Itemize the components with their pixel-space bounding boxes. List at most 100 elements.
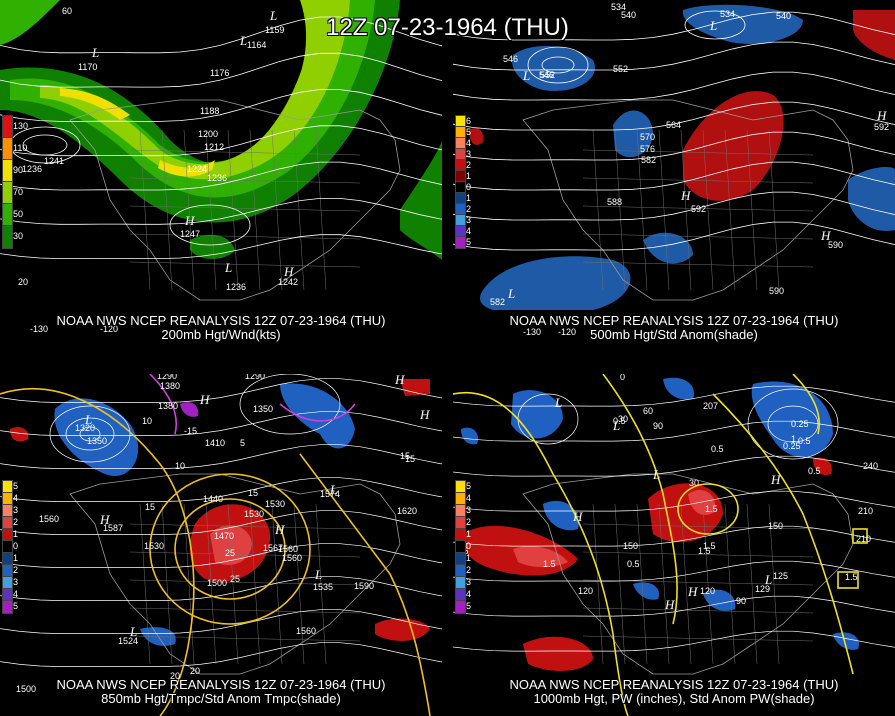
contour-label: 592 <box>691 204 706 214</box>
continent-outline <box>522 473 854 675</box>
height-contour <box>453 101 895 131</box>
lon-label: 60 <box>62 6 72 16</box>
pressure-center-L: L <box>522 68 530 83</box>
temp-label: 15 <box>145 502 155 512</box>
legend-label: 3 <box>13 505 19 515</box>
pw-label: 0.5 <box>627 559 640 569</box>
height-contour <box>0 576 442 601</box>
legend-label: 2 <box>466 517 472 527</box>
contour-label: 1236 <box>226 282 246 292</box>
height-contour <box>0 642 442 667</box>
contour-label: 129 <box>755 584 770 594</box>
caption-product: 200mb Hgt/Wnd(kts) <box>161 327 281 342</box>
wind-shade <box>0 0 60 45</box>
border-line <box>592 129 604 291</box>
contour-label: 1242 <box>278 277 298 287</box>
low-contour <box>239 374 341 435</box>
legend-label: 3 <box>466 505 472 515</box>
pressure-center-L: L <box>329 482 337 497</box>
contour-label: 1500 <box>16 684 36 694</box>
height-contour <box>453 630 895 652</box>
height-contour <box>0 52 442 88</box>
wind-shade <box>60 88 130 120</box>
legend-label: 0 <box>466 541 472 551</box>
temp-label: 15 <box>400 451 410 461</box>
border-line <box>582 551 814 558</box>
negative-anomaly <box>833 632 859 650</box>
legend-label: 2 <box>466 203 472 214</box>
border-line <box>746 129 758 291</box>
contour-label: 207 <box>703 401 718 411</box>
border-line <box>724 503 736 665</box>
contour-label: 150 <box>768 521 783 531</box>
height-contour <box>453 191 895 221</box>
contour-label: 1236 <box>22 164 42 174</box>
negative-anomaly <box>180 402 199 417</box>
contour-label: 1587 <box>103 523 123 533</box>
border-line <box>582 233 814 240</box>
legend-label: 6 <box>466 115 472 126</box>
legend-swatch <box>455 236 466 249</box>
contour-label: 1410 <box>205 438 225 448</box>
legend-label: 4 <box>466 589 472 599</box>
panel-200mb-height-wind: 1170 1176 1188 1200 1212 1224 1236 1236 1241 1247… <box>0 0 442 346</box>
contour-label: 1524 <box>118 636 138 646</box>
legend-label: 2 <box>13 517 19 527</box>
legend-swatch <box>2 181 13 205</box>
state-borders <box>129 129 361 291</box>
temp-label: 20 <box>170 671 180 681</box>
caption-product: 500mb Hgt/Std Anom(shade) <box>590 327 758 342</box>
pressure-center-H: H <box>283 264 294 279</box>
height-contour <box>453 41 895 71</box>
contour-label: 570 <box>640 132 655 142</box>
legend-swatch <box>2 203 13 227</box>
height-contour <box>0 378 442 403</box>
coastlines <box>69 99 401 301</box>
wind-shade <box>0 0 400 223</box>
contour-label: 1530 <box>265 499 285 509</box>
continent-outline <box>69 99 401 301</box>
contour-label: 90 <box>736 596 746 606</box>
contour-label: 1470 <box>214 531 234 541</box>
legend-label: 4 <box>466 225 472 236</box>
border-line <box>227 129 239 291</box>
temp-label: 10 <box>142 416 152 426</box>
contour-label: 1212 <box>204 142 224 152</box>
pw-label: 1 <box>791 434 796 444</box>
contour-label: 1380 <box>160 381 180 391</box>
legend-label: 1 <box>466 192 472 203</box>
contour-label: 552 <box>540 70 555 80</box>
pressure-center-H: H <box>394 374 405 387</box>
legend-label: 1 <box>13 529 19 539</box>
contour-label: 1560 <box>296 626 316 636</box>
border-line <box>129 233 361 240</box>
border-line <box>129 551 361 558</box>
state-borders <box>582 129 814 291</box>
pw-contour <box>602 374 678 625</box>
wind-shade <box>400 140 442 260</box>
temp-contour-cold <box>149 374 177 435</box>
height-contour <box>0 477 442 502</box>
contour-label: 582 <box>490 297 505 307</box>
border-line <box>636 129 648 291</box>
border-line <box>658 129 670 291</box>
contour-label: 1560 <box>39 514 59 524</box>
border-line <box>249 503 261 665</box>
negative-anomaly <box>682 4 803 44</box>
caption-product: 850mb Hgt/Tmpc/Std Anom Tmpc(shade) <box>101 691 341 706</box>
pw-label: 0.5 <box>798 436 811 446</box>
legend-label: 4 <box>466 137 472 148</box>
pressure-center-H: H <box>664 597 675 612</box>
legend-label: 3 <box>466 577 472 587</box>
negative-anomaly <box>633 582 659 600</box>
height-contour <box>0 444 442 469</box>
panel-500mb-height-anom: 534 540 546 552 552 546 534 540 564 570 576 582 588 5… <box>453 0 895 346</box>
contour-label: 1200 <box>198 129 218 139</box>
lon-label: -130 <box>30 324 48 334</box>
temp-label: 5 <box>240 438 245 448</box>
border-line <box>139 129 151 291</box>
border-line <box>614 129 626 291</box>
negative-anomaly <box>54 398 139 476</box>
pw-contour <box>792 374 820 435</box>
contour-label: 564 <box>666 120 681 130</box>
